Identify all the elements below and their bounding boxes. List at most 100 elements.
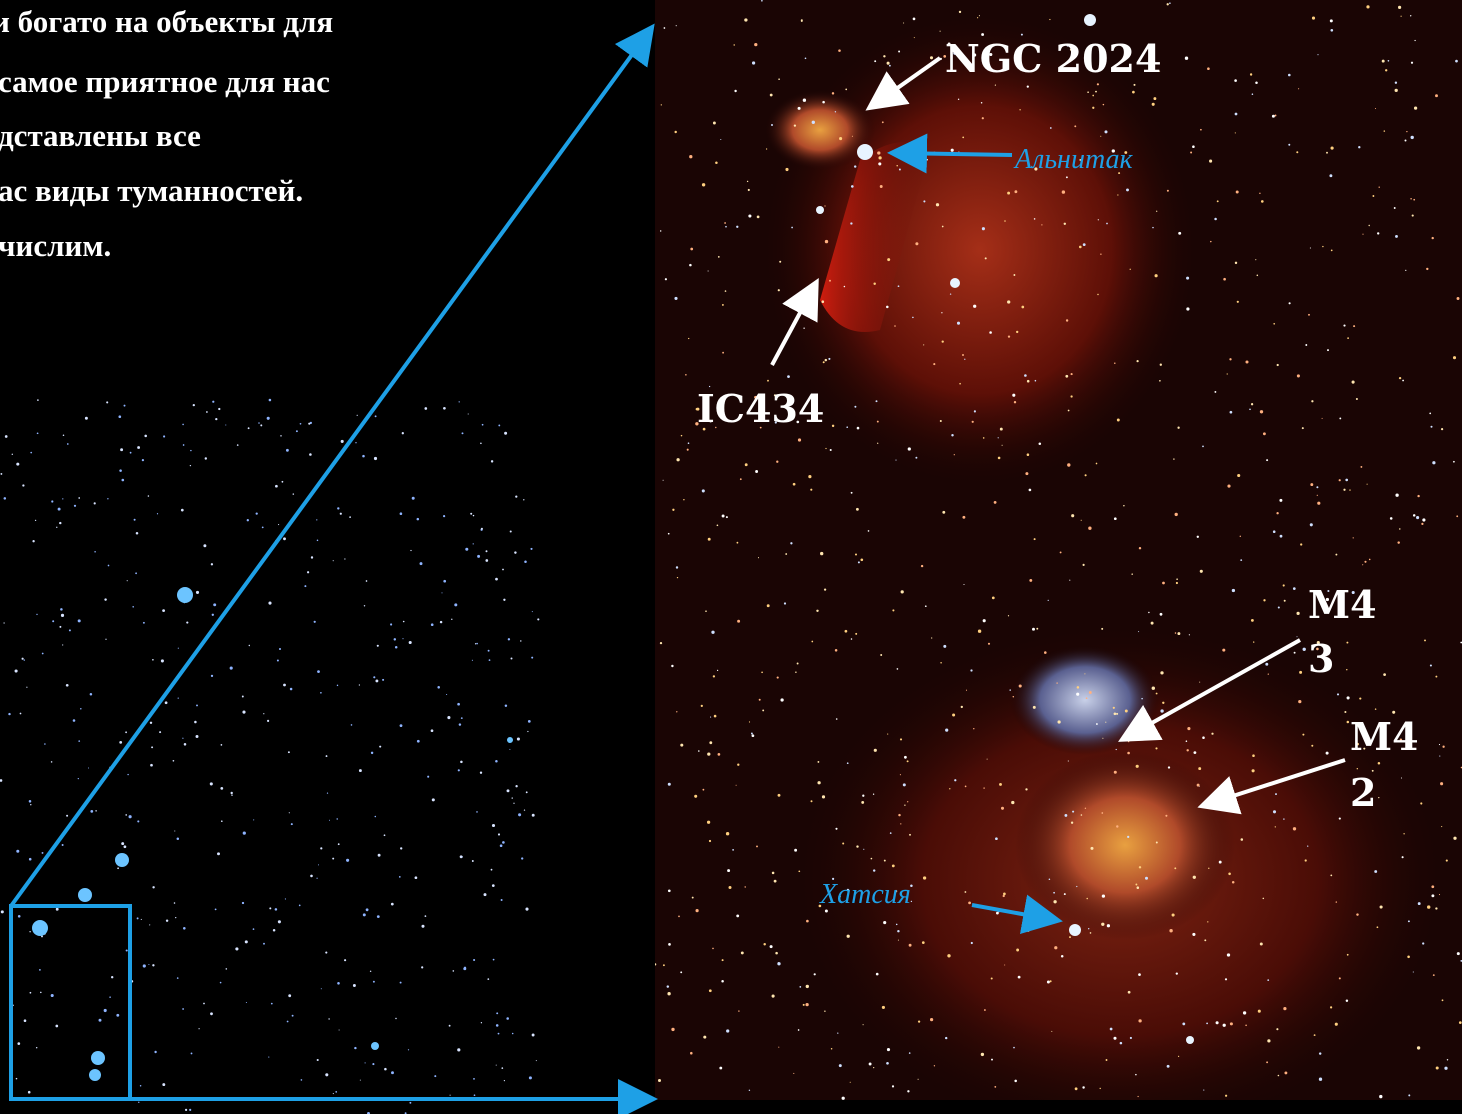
star — [1024, 374, 1027, 377]
star — [851, 185, 854, 188]
star — [1346, 1000, 1348, 1002]
star — [805, 1003, 808, 1006]
star — [816, 610, 818, 612]
star — [1034, 218, 1036, 220]
star — [737, 542, 739, 544]
star — [1189, 634, 1190, 635]
star — [845, 89, 847, 91]
star — [964, 359, 965, 360]
star — [1066, 176, 1068, 178]
star — [69, 629, 71, 631]
star — [963, 584, 964, 585]
star — [761, 671, 763, 673]
star — [729, 886, 732, 889]
star — [496, 1065, 497, 1066]
star — [1029, 579, 1032, 582]
star — [501, 1067, 503, 1069]
star — [1223, 793, 1225, 795]
star — [447, 716, 450, 719]
star — [1284, 1071, 1287, 1074]
star — [978, 630, 981, 633]
star — [1263, 432, 1266, 435]
star — [1156, 211, 1157, 212]
star — [1208, 868, 1209, 869]
star — [525, 908, 528, 911]
star — [205, 457, 207, 459]
star — [1379, 187, 1380, 188]
star — [231, 792, 233, 794]
star — [1255, 259, 1256, 260]
star — [741, 951, 744, 954]
star — [736, 785, 737, 786]
star — [921, 565, 923, 567]
star — [1388, 60, 1390, 62]
star — [417, 740, 420, 743]
star — [472, 860, 474, 862]
star — [1369, 559, 1371, 561]
star — [824, 205, 825, 206]
star — [278, 920, 281, 923]
star — [127, 580, 128, 581]
star — [124, 845, 127, 848]
star — [44, 743, 46, 745]
star — [1138, 631, 1139, 632]
star — [521, 857, 523, 859]
star — [1009, 689, 1010, 690]
star — [1237, 301, 1239, 303]
star — [1066, 319, 1068, 321]
star — [1025, 788, 1027, 790]
star — [727, 869, 730, 872]
star — [215, 418, 217, 420]
star — [1079, 246, 1082, 249]
star — [858, 561, 860, 563]
star — [1114, 363, 1115, 364]
star — [658, 1079, 661, 1082]
star — [1441, 826, 1442, 827]
star — [395, 646, 398, 649]
star — [258, 422, 260, 424]
star — [446, 694, 447, 695]
star — [901, 590, 904, 593]
star — [500, 844, 503, 847]
star — [42, 653, 44, 655]
star — [1232, 589, 1235, 592]
star — [1227, 373, 1228, 374]
star — [1347, 337, 1349, 339]
star — [485, 559, 488, 562]
star — [1268, 673, 1269, 674]
star — [898, 285, 900, 287]
star — [767, 604, 770, 607]
star — [150, 722, 152, 724]
star — [1193, 876, 1196, 879]
star — [898, 51, 900, 53]
star — [714, 715, 717, 718]
star — [884, 860, 886, 862]
star — [1113, 707, 1115, 709]
star — [1186, 277, 1189, 280]
star — [300, 423, 302, 425]
star — [988, 643, 990, 645]
star — [1197, 784, 1200, 787]
star — [1459, 1021, 1462, 1024]
star — [798, 107, 801, 110]
star — [995, 837, 998, 840]
star — [42, 852, 44, 854]
star — [660, 642, 662, 644]
star — [754, 43, 757, 46]
star — [1167, 3, 1169, 5]
star — [836, 718, 838, 720]
star — [1152, 103, 1155, 106]
star — [1071, 514, 1074, 517]
star — [1261, 200, 1264, 203]
star — [1050, 127, 1052, 129]
star — [263, 713, 264, 714]
star — [486, 550, 488, 552]
star — [517, 737, 520, 740]
star — [424, 407, 427, 410]
star — [1133, 84, 1135, 86]
star — [74, 505, 76, 507]
star — [249, 645, 250, 646]
star — [887, 258, 890, 261]
star — [89, 1069, 101, 1081]
star — [1081, 520, 1082, 521]
